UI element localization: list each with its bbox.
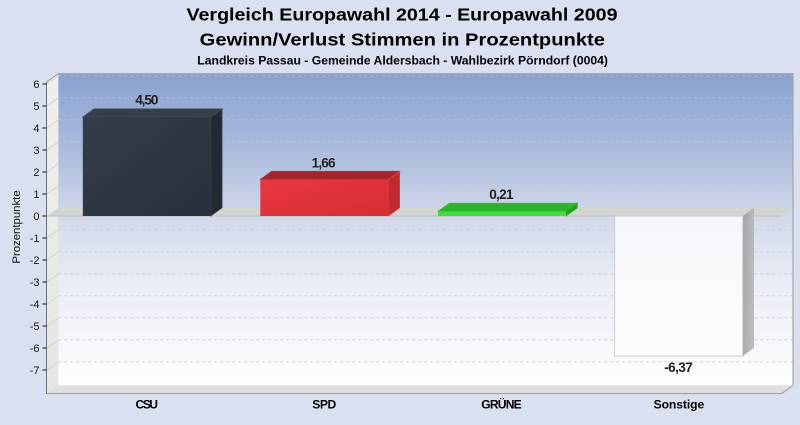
svg-text:-6: -6 (30, 343, 40, 355)
svg-text:Gewinn/Verlust Stimmen in Proz: Gewinn/Verlust Stimmen in Prozentpunkte (200, 30, 606, 50)
svg-text:-3: -3 (30, 277, 40, 289)
svg-text:CSU: CSU (136, 398, 159, 412)
svg-text:-6,37: -6,37 (664, 360, 693, 375)
svg-text:Landkreis Passau - Gemeinde Al: Landkreis Passau - Gemeinde Aldersbach -… (197, 55, 608, 68)
svg-text:2: 2 (33, 167, 39, 179)
svg-text:1,66: 1,66 (312, 156, 336, 171)
svg-text:GRÜNE: GRÜNE (481, 397, 522, 412)
svg-text:6: 6 (33, 79, 39, 91)
svg-text:1: 1 (33, 189, 39, 201)
svg-text:-4: -4 (30, 299, 40, 311)
svg-text:-2: -2 (30, 255, 40, 267)
svg-text:SPD: SPD (312, 398, 336, 412)
svg-text:0,21: 0,21 (489, 187, 514, 202)
svg-text:-5: -5 (30, 321, 40, 333)
svg-text:4,50: 4,50 (135, 92, 158, 107)
svg-text:-7: -7 (30, 365, 40, 377)
svg-text:Prozentpunkte: Prozentpunkte (11, 190, 23, 263)
svg-text:4: 4 (33, 123, 39, 135)
svg-text:-1: -1 (30, 233, 40, 245)
svg-text:Sonstige: Sonstige (654, 398, 705, 412)
svg-text:5: 5 (33, 101, 39, 113)
svg-text:Vergleich Europawahl 2014 - Eu: Vergleich Europawahl 2014 - Europawahl 2… (187, 5, 618, 25)
svg-text:0: 0 (33, 211, 39, 223)
svg-text:3: 3 (33, 145, 39, 157)
